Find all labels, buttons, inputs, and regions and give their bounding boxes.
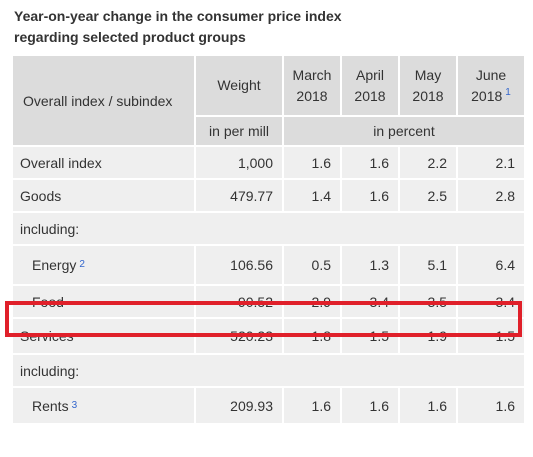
value-cell: 2.8 [458,180,524,211]
value-cell: 0.5 [284,246,340,284]
value-cell: 1.6 [284,388,340,423]
value-cell: 1.6 [400,388,456,423]
row-label: Rents 3 [13,388,194,423]
value-cell: 2.1 [458,147,524,178]
value-cell: 1.3 [342,246,398,284]
header-month-april: April 2018 [342,56,398,115]
header-month-march: March 2018 [284,56,340,115]
value-cell: 2.2 [400,147,456,178]
value-cell: 3.4 [458,286,524,317]
weight-cell: 520.23 [196,319,282,353]
header-month-june: June 2018 1 [458,56,524,115]
header-index-column: Overall index / subindex [13,56,194,145]
row-label: Energy 2 [13,246,194,284]
value-cell: 1.8 [284,319,340,353]
row-label: Overall index [13,147,194,178]
cpi-table: Overall index / subindex Weight March 201… [13,56,524,457]
title-line-2: regarding selected product groups [14,29,246,45]
subgroup-label: including: [13,213,524,244]
subgroup-label: including: [13,355,524,386]
header-weight: Weight [196,56,282,115]
value-cell: 3.4 [342,286,398,317]
value-cell: 6.4 [458,246,524,284]
value-cell: 2.9 [284,286,340,317]
weight-cell: 106.56 [196,246,282,284]
weight-cell: 90.52 [196,286,282,317]
weight-cell: 1,000 [196,147,282,178]
header-values-unit: in percent [284,117,524,145]
title-line-1: Year-on-year change in the consumer pric… [14,8,342,24]
row-label: Food [13,286,194,317]
value-cell: 1.5 [458,319,524,353]
value-cell: 1.6 [342,180,398,211]
header-month-may: May 2018 [400,56,456,115]
value-cell: 5.1 [400,246,456,284]
row-label: Goods [13,180,194,211]
value-cell: 2.5 [400,180,456,211]
value-cell: 1.6 [342,147,398,178]
value-cell: 1.4 [284,180,340,211]
value-cell: 3.5 [400,286,456,317]
table-title: Year-on-year change in the consumer pric… [14,6,342,48]
row-label: Services [13,319,194,353]
value-cell: 1.6 [342,388,398,423]
footnote-marker[interactable]: 1 [505,86,511,98]
value-cell: 1.5 [342,319,398,353]
value-cell: 1.6 [284,147,340,178]
value-cell: 1.9 [400,319,456,353]
header-weight-unit: in per mill [196,117,282,145]
weight-cell: 209.93 [196,388,282,423]
weight-cell: 479.77 [196,180,282,211]
value-cell: 1.6 [458,388,524,423]
